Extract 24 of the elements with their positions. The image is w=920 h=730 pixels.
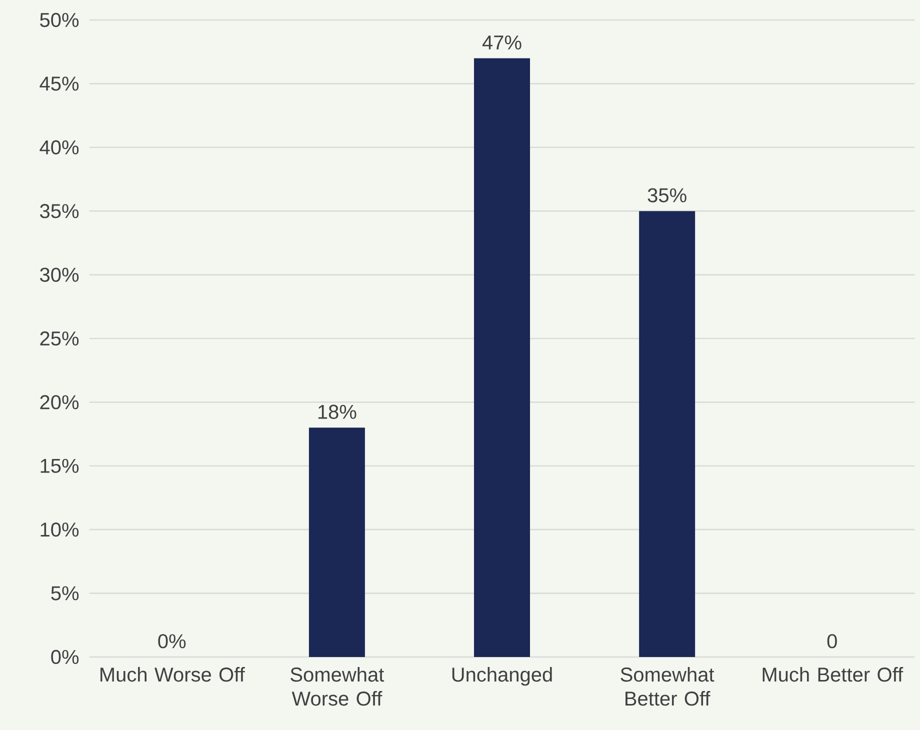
y-tick-label: 15% bbox=[40, 458, 79, 473]
x-tick-label: Much Worse Off bbox=[100, 667, 245, 682]
y-tick-label: 0% bbox=[51, 650, 79, 664]
bar bbox=[639, 211, 696, 657]
y-tick-label: 20% bbox=[40, 395, 79, 410]
y-tick-label: 45% bbox=[40, 76, 79, 91]
y-tick-label: 50% bbox=[40, 12, 79, 28]
x-tick-label: Unchanged bbox=[452, 667, 552, 686]
data-label: 0 bbox=[827, 634, 837, 648]
x-tick-label: Much Better Off bbox=[762, 667, 904, 682]
y-tick-label: 10% bbox=[40, 522, 79, 537]
y-tick-label: 5% bbox=[51, 586, 79, 600]
data-label: 18% bbox=[318, 404, 356, 419]
data-label: 0% bbox=[158, 634, 186, 648]
data-label: 47% bbox=[482, 36, 522, 50]
data-label: 35% bbox=[648, 188, 686, 202]
y-tick-label: 25% bbox=[40, 331, 79, 346]
bar bbox=[474, 58, 530, 657]
x-tick-label: Somewhat Better Off bbox=[620, 667, 714, 706]
bar bbox=[308, 428, 365, 657]
x-tick-label: Somewhat Worse Off bbox=[290, 667, 384, 706]
y-tick-label: 40% bbox=[40, 140, 79, 154]
y-tick-label: 30% bbox=[40, 268, 79, 282]
y-tick-label: 35% bbox=[40, 204, 79, 218]
